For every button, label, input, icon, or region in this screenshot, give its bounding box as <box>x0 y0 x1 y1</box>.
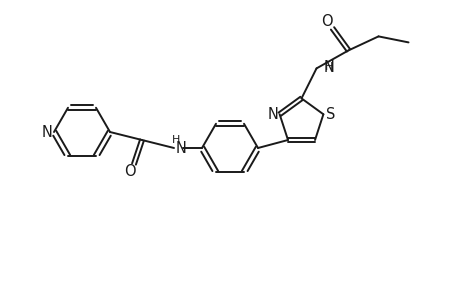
Text: H: H <box>325 62 333 72</box>
Text: N: N <box>323 60 334 75</box>
Text: O: O <box>320 14 331 29</box>
Text: N: N <box>41 124 52 140</box>
Text: N: N <box>267 107 278 122</box>
Text: O: O <box>124 164 135 178</box>
Text: H: H <box>172 135 180 145</box>
Text: N: N <box>176 140 186 155</box>
Text: S: S <box>325 107 334 122</box>
